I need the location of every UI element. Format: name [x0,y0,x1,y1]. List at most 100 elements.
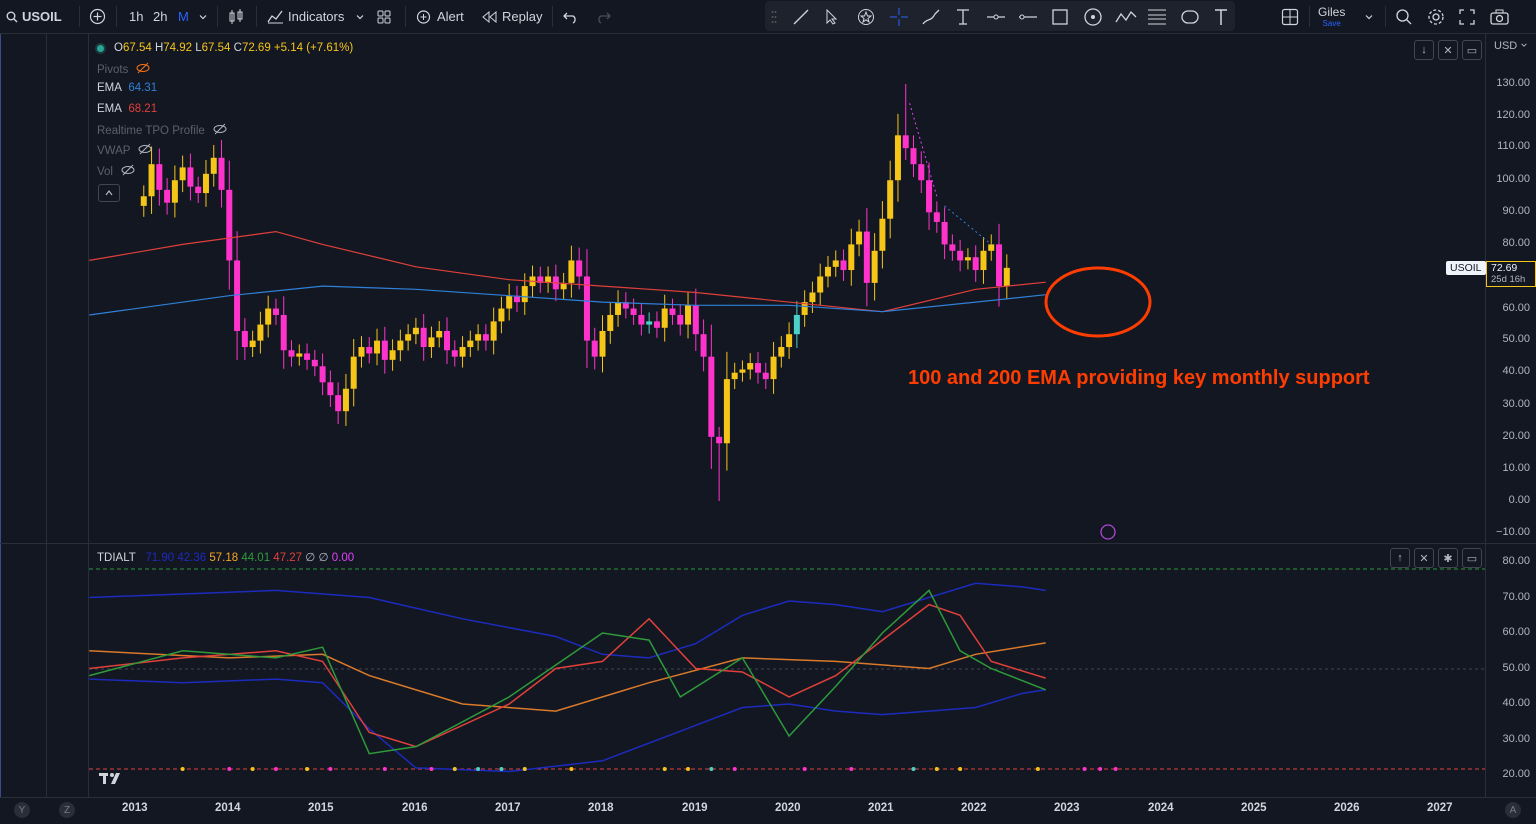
indicators-button[interactable]: Indicators [267,0,344,33]
price-axis-label: 50.00 [1502,333,1530,345]
eye-hidden-icon[interactable] [213,123,227,138]
quick-search-button[interactable] [1395,0,1413,33]
z-scale-button[interactable]: Z [59,802,75,818]
candle-body [482,334,489,341]
auto-scale-button[interactable]: A [1505,802,1521,818]
horizontal-line-icon[interactable] [1018,0,1038,33]
candle-body [933,212,940,222]
price-axis-label: 90.00 [1502,205,1530,217]
osc-signal-dot [382,767,387,771]
candle-body [513,295,520,303]
osc-settings-button[interactable]: ✱ [1438,548,1458,568]
osc-axis-label: 50.00 [1502,662,1530,674]
legend-vol[interactable]: Vol [97,164,135,179]
pane-move-down-button[interactable]: ↓ [1414,40,1434,60]
undo-icon [563,10,579,24]
candle-body [832,260,839,267]
candle-body [747,363,754,370]
candle-body [653,321,660,328]
settings-button[interactable] [1427,0,1445,33]
candle-body [467,340,474,348]
candle-body [210,157,217,174]
legend-vwap[interactable]: VWAP [97,143,152,158]
price-chart[interactable] [89,34,1485,797]
snapshot-button[interactable] [1490,0,1509,33]
trendline-tool-icon[interactable] [792,0,810,33]
legend-pivots[interactable]: Pivots [97,62,150,77]
candle-body [304,353,311,360]
osc-signal-dot [250,767,255,771]
undo-button[interactable] [563,0,579,33]
collapse-legend-button[interactable] [98,184,120,202]
price-axis-label: 110.00 [1497,140,1530,152]
rectangle-tool-icon[interactable] [1050,0,1070,33]
ohlc-legend: O67.54 H74.92 L67.54 C72.69 +5.14 (+7.61… [97,42,353,54]
osc-signal [89,603,1046,748]
osc-maximize-button[interactable]: ▭ [1462,548,1482,568]
candle-body [1003,267,1010,287]
legend-tpo[interactable]: Realtime TPO Profile [97,123,227,138]
replay-button[interactable]: Replay [482,0,542,33]
osc-signal-dot [732,767,737,771]
currency-selector[interactable]: USD [1494,40,1528,52]
candle-body [964,257,971,261]
pane-maximize-button[interactable]: ▭ [1462,40,1482,60]
tradingview-logo[interactable] [98,770,126,791]
brush-tool-icon[interactable] [921,0,941,33]
text-tool-icon[interactable] [1213,0,1229,33]
indicators-dropdown[interactable] [355,0,365,33]
chart-type-button[interactable] [227,0,245,33]
symbol-search-button[interactable]: USOIL [6,0,62,33]
layout-grid-button[interactable] [1281,0,1299,33]
interval-dropdown[interactable] [198,0,208,33]
time-axis[interactable]: Y Z A [0,797,1536,824]
interval-1h[interactable]: 1h [129,9,144,24]
alert-button[interactable]: Alert [415,0,464,33]
pane-separator[interactable] [0,543,1536,544]
layout-save-button[interactable]: Giles Save [1318,4,1346,28]
templates-button[interactable] [376,0,392,33]
candle-body [272,308,279,315]
price-axis[interactable]: USD [1485,34,1536,797]
fib-lines-icon[interactable] [1147,0,1167,33]
gear-icon [1427,8,1445,26]
candle-body [171,180,178,203]
eye-hidden-icon[interactable] [121,164,135,179]
candle-body [444,330,450,351]
legend-ema-slow[interactable]: EMA 68.21 [97,103,158,115]
osc-legend[interactable]: TDIALT 71.90 42.36 57.18 44.01 47.27 ∅ ∅… [97,552,355,564]
search-icon [6,11,18,23]
candle-body [902,135,909,149]
osc-upper-band [89,582,1046,659]
eye-hidden-icon[interactable] [138,143,152,158]
text-cursor-tool-icon[interactable] [954,0,972,33]
callout-shape-icon[interactable] [1180,0,1200,33]
maximize-icon: ▭ [1466,552,1478,565]
legend-ema-fast[interactable]: EMA 64.31 [97,82,158,94]
circle-target-icon[interactable] [1083,0,1103,33]
chevron-down-icon [198,12,208,22]
layout-dropdown[interactable] [1364,0,1374,33]
candle-body [218,157,225,190]
osc-signal-dot [452,767,457,771]
price-axis-label: 30.00 [1502,398,1530,410]
crosshair-icon[interactable] [889,0,909,33]
interval-2h[interactable]: 2h [153,9,168,24]
path-tool-icon[interactable] [1115,0,1137,33]
pane-close-button[interactable]: ✕ [1438,40,1458,60]
time-axis-label: 2015 [308,802,334,814]
fullscreen-button[interactable] [1459,0,1475,33]
osc-move-up-button[interactable]: ↑ [1390,548,1410,568]
osc-signal-dot [569,767,574,771]
osc-close-button[interactable]: ✕ [1414,548,1434,568]
cursor-arrow-icon[interactable] [825,0,839,33]
y-scale-button[interactable]: Y [14,802,30,818]
redo-button[interactable] [595,0,611,33]
drag-handle-icon[interactable] [771,0,777,33]
eye-hidden-icon[interactable] [136,62,150,77]
candle-body [288,350,295,357]
star-circle-icon[interactable] [857,0,875,33]
horizontal-ray-icon[interactable] [986,0,1006,33]
compare-symbol-button[interactable] [89,0,106,33]
interval-monthly-active[interactable]: M [178,9,189,24]
